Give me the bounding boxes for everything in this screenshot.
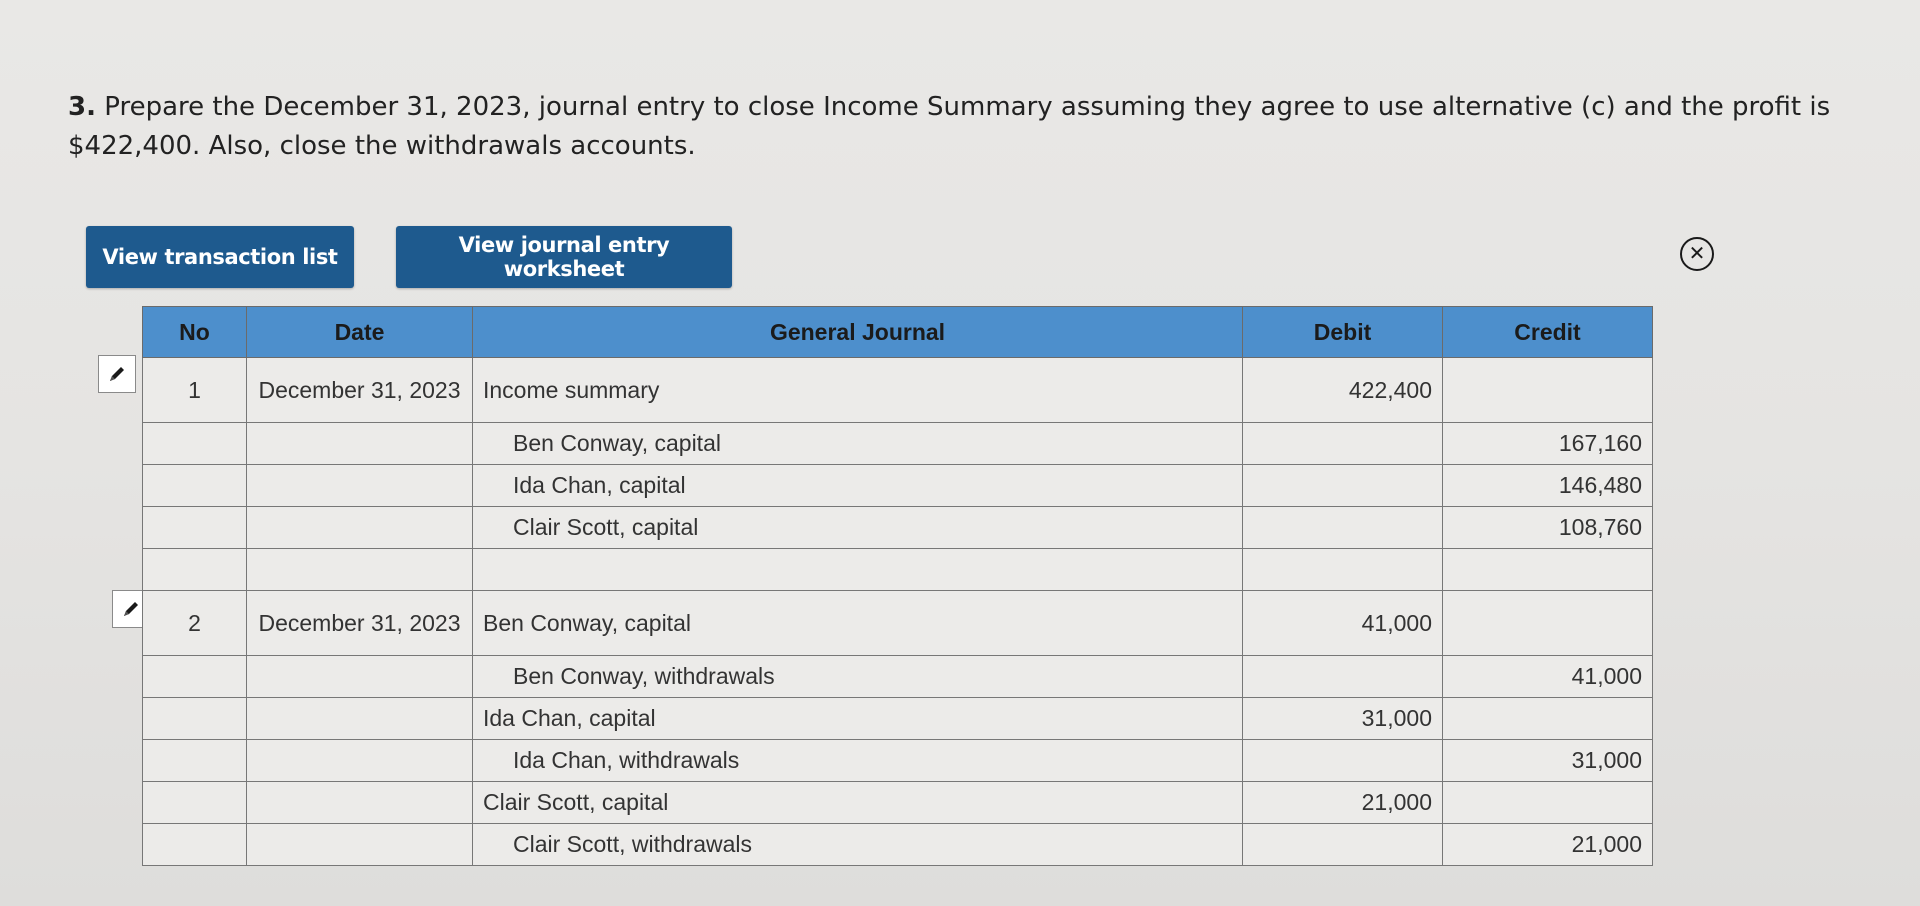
account-cell[interactable]: Ida Chan, withdrawals [472,739,1243,782]
debit-cell[interactable]: 31,000 [1242,697,1443,740]
table-row: Ben Conway, withdrawals 41,000 [142,655,1653,698]
debit-cell[interactable] [1242,464,1443,507]
account-cell[interactable]: Clair Scott, withdrawals [472,823,1243,866]
debit-cell[interactable] [1242,506,1443,549]
credit-cell[interactable] [1442,697,1653,740]
credit-cell[interactable]: 31,000 [1442,739,1653,782]
account-cell[interactable] [472,548,1243,591]
journal-table: No Date General Journal Debit Credit 1 D… [142,306,1653,866]
debit-cell[interactable]: 41,000 [1242,590,1443,656]
entry-number [142,739,247,782]
table-row: Ida Chan, withdrawals 31,000 [142,739,1653,782]
credit-cell[interactable]: 21,000 [1442,823,1653,866]
debit-cell[interactable] [1242,655,1443,698]
credit-cell[interactable] [1442,548,1653,591]
account-cell[interactable]: Clair Scott, capital [472,781,1243,824]
credit-cell[interactable] [1442,357,1653,423]
date-cell[interactable] [246,739,473,782]
entry-number [142,422,247,465]
close-circle-icon[interactable]: ✕ [1680,237,1714,271]
debit-cell[interactable] [1242,548,1443,591]
credit-cell[interactable] [1442,590,1653,656]
date-cell[interactable] [246,655,473,698]
debit-cell[interactable]: 21,000 [1242,781,1443,824]
date-cell[interactable] [246,464,473,507]
account-cell[interactable]: Clair Scott, capital [472,506,1243,549]
date-cell[interactable] [246,781,473,824]
question-number: 3. [68,92,96,122]
table-row: Clair Scott, withdrawals 21,000 [142,823,1653,866]
date-cell[interactable]: December 31, 2023 [246,357,473,423]
entry-number: 2 [142,590,247,656]
date-cell[interactable]: December 31, 2023 [246,590,473,656]
view-transaction-list-button[interactable]: View transaction list [86,226,354,288]
date-cell[interactable] [246,422,473,465]
account-cell[interactable]: Income summary [472,357,1243,423]
entry-number [142,548,247,591]
header-credit: Credit [1442,306,1653,358]
view-journal-entry-worksheet-button[interactable]: View journal entry worksheet [396,226,732,288]
entry-number [142,464,247,507]
pencil-icon[interactable] [98,355,136,393]
entry-number [142,781,247,824]
table-row: Ben Conway, capital 167,160 [142,422,1653,465]
table-row: Clair Scott, capital 108,760 [142,506,1653,549]
credit-cell[interactable]: 108,760 [1442,506,1653,549]
date-cell[interactable] [246,548,473,591]
debit-cell[interactable]: 422,400 [1242,357,1443,423]
date-cell[interactable] [246,823,473,866]
account-cell[interactable]: Ben Conway, withdrawals [472,655,1243,698]
credit-cell[interactable] [1442,781,1653,824]
header-debit: Debit [1242,306,1443,358]
debit-cell[interactable] [1242,823,1443,866]
question-text: 3. Prepare the December 31, 2023, journa… [68,88,1888,166]
entry-number: 1 [142,357,247,423]
credit-cell[interactable]: 41,000 [1442,655,1653,698]
table-row: Ida Chan, capital 31,000 [142,697,1653,740]
entry-number [142,823,247,866]
debit-cell[interactable] [1242,739,1443,782]
entry-number [142,697,247,740]
debit-cell[interactable] [1242,422,1443,465]
header-no: No [142,306,247,358]
credit-cell[interactable]: 167,160 [1442,422,1653,465]
account-cell[interactable]: Ida Chan, capital [472,464,1243,507]
header-date: Date [246,306,473,358]
credit-cell[interactable]: 146,480 [1442,464,1653,507]
table-row: 2 December 31, 2023 Ben Conway, capital … [142,590,1653,656]
entry-number [142,506,247,549]
account-cell[interactable]: Ben Conway, capital [472,422,1243,465]
header-general-journal: General Journal [472,306,1243,358]
journal-header-row: No Date General Journal Debit Credit [142,306,1653,358]
question-body: Prepare the December 31, 2023, journal e… [68,92,1831,161]
table-row: Clair Scott, capital 21,000 [142,781,1653,824]
date-cell[interactable] [246,697,473,740]
table-row: Ida Chan, capital 146,480 [142,464,1653,507]
table-row [142,548,1653,591]
account-cell[interactable]: Ben Conway, capital [472,590,1243,656]
entry-number [142,655,247,698]
account-cell[interactable]: Ida Chan, capital [472,697,1243,740]
date-cell[interactable] [246,506,473,549]
table-row: 1 December 31, 2023 Income summary 422,4… [142,357,1653,423]
